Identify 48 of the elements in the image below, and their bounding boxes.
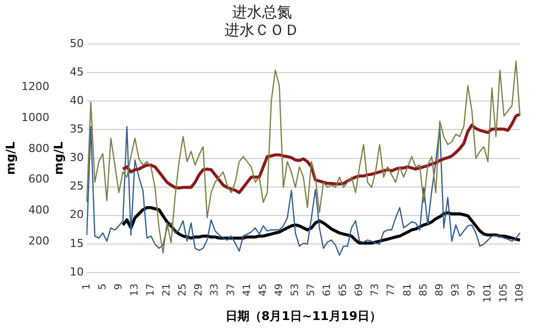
x-tick-label: 41 [242,284,253,296]
x-tick-label: 81 [402,284,414,296]
y2-tick-label: 200 [28,234,50,248]
x-tick-label: 61 [322,284,334,296]
x-tick-label: 37 [226,284,237,296]
x-tick-label: 5 [97,284,108,290]
y2-tick-label: 400 [28,204,50,217]
chart-title: 进水总氮 [232,2,292,21]
y-tick-label: 10 [70,265,84,278]
x-tick-label: 45 [258,284,269,296]
x-tick-label: 73 [370,284,382,296]
y-tick-label: 15 [70,236,84,250]
x-tick-label: 1 [81,284,92,290]
y-tick-label: 50 [70,36,84,50]
y-tick-label: 20 [70,208,84,222]
y-tick-label: 25 [70,180,84,193]
x-tick-label: 85 [418,284,430,296]
x-tick-label: 105 [498,284,510,303]
chart-subtitle: 进水ＣＯＤ [224,20,300,39]
x-tick-label: 29 [194,284,205,296]
y2-axis-title: mg/L [3,141,18,175]
y-axis-title: mg/L [52,141,66,175]
x-tick-label: 109 [514,284,526,303]
y-tick-label: 30 [70,151,84,164]
y-tick-label: 45 [70,65,84,78]
x-tick-label: 97 [466,284,478,296]
x-tick-label: 33 [210,284,221,296]
x-tick-label: 13 [130,284,141,296]
x-tick-label: 89 [434,284,446,296]
y2-tick-label: 800 [28,142,50,155]
x-axis-title: 日期（8月1日~11月19日） [225,308,382,323]
y2-tick-label: 1200 [21,80,50,94]
x-tick-label: 69 [354,284,366,296]
y-tick-label: 40 [70,94,84,107]
x-tick-label: 49 [274,284,285,296]
x-tick-label: 65 [338,284,350,296]
y-tick-label: 35 [70,122,84,136]
y2-tick-label: 1000 [21,110,50,124]
x-tick-label: 9 [113,284,124,290]
y2-tick-label: 600 [28,172,50,186]
x-tick-label: 77 [386,284,398,296]
x-tick-label: 25 [178,284,189,296]
x-tick-label: 21 [162,284,173,296]
x-tick-label: 17 [146,284,157,296]
x-tick-label: 93 [450,284,462,296]
x-tick-label: 57 [306,284,318,296]
x-tick-label: 53 [290,284,301,296]
x-tick-label: 101 [482,284,494,303]
